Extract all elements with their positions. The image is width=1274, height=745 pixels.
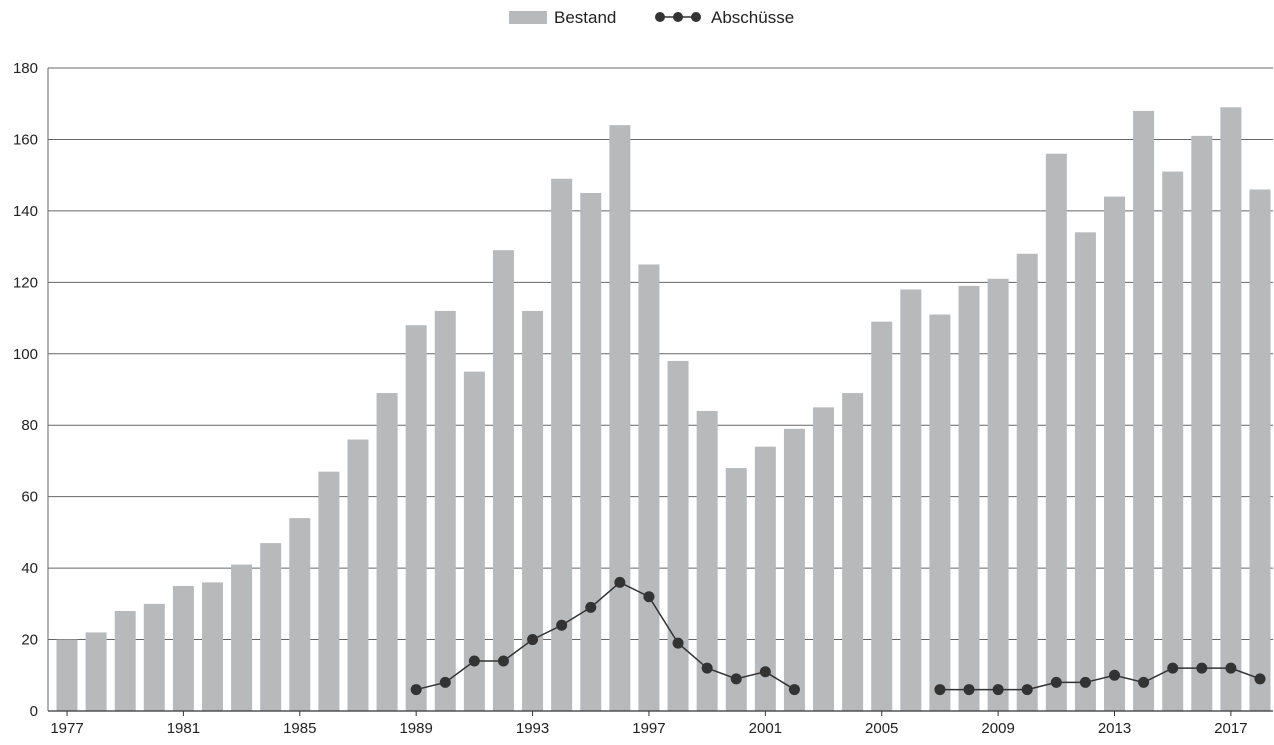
point-2012 [1079, 676, 1091, 688]
y-tick-label: 20 [21, 632, 38, 649]
bar-1989 [405, 325, 427, 711]
y-tick-label: 120 [13, 274, 38, 291]
x-tick-label: 1993 [516, 720, 549, 737]
legend-line-swatch [655, 12, 701, 22]
abschuesse-line [410, 576, 1266, 696]
bar-1984 [260, 543, 282, 711]
axes: 0 20 40 60 80 100 120 140 160 180 1977 1981 1985 1989… [13, 60, 1273, 737]
bar-1997 [638, 264, 660, 711]
bar-1981 [172, 585, 194, 711]
y-tick-label: 160 [13, 131, 38, 148]
bar-2003 [813, 407, 835, 711]
bar-2009 [987, 278, 1009, 711]
bar-2002 [783, 428, 805, 711]
gridlines [48, 67, 1273, 641]
bar-2012 [1074, 232, 1096, 712]
bar-2007 [929, 314, 951, 711]
bar-1983 [231, 564, 253, 711]
bar-1998 [667, 360, 689, 711]
bars [56, 107, 1271, 712]
bar-1986 [318, 471, 340, 711]
point-2013 [1109, 669, 1121, 681]
bar-2016 [1191, 135, 1213, 712]
bar-2011 [1045, 153, 1067, 711]
bar-1988 [376, 393, 398, 711]
legend-bar-swatch [509, 11, 547, 24]
bar-1996 [609, 125, 631, 711]
x-tick-label: 1981 [167, 720, 200, 737]
point-2017 [1225, 662, 1237, 674]
point-2011 [1050, 676, 1062, 688]
x-tick-label: 1997 [632, 720, 665, 737]
point-1999 [701, 662, 713, 674]
legend-label-abschuesse: Abschüsse [711, 8, 794, 27]
x-tick-label: 1977 [50, 720, 83, 737]
bar-2014 [1133, 110, 1155, 711]
y-tick-label: 80 [21, 417, 38, 434]
point-2007 [934, 684, 946, 696]
bar-1993 [522, 310, 544, 711]
bar-1994 [551, 178, 573, 711]
bar-2005 [871, 321, 893, 711]
point-1997 [643, 591, 655, 603]
y-tick-label: 140 [13, 203, 38, 220]
bar-1995 [580, 193, 602, 711]
bar-1999 [696, 410, 718, 711]
bar-2001 [754, 446, 776, 711]
bar-1980 [143, 603, 165, 711]
point-2018 [1254, 673, 1266, 685]
point-2010 [1021, 684, 1033, 696]
point-1990 [439, 676, 451, 688]
bar-1991 [463, 371, 485, 711]
y-tick-label: 40 [21, 560, 38, 577]
x-tick-label: 2017 [1214, 720, 1247, 737]
x-tick-label: 2001 [749, 720, 782, 737]
point-2000 [730, 673, 742, 685]
y-tick-label: 0 [30, 703, 38, 720]
bar-2018 [1249, 189, 1271, 711]
point-2009 [992, 684, 1004, 696]
bar-2000 [725, 468, 747, 711]
x-tick-label: 2009 [981, 720, 1014, 737]
x-tick-label: 2013 [1098, 720, 1131, 737]
legend: Bestand Abschüsse [509, 8, 794, 27]
x-tick-label: 2005 [865, 720, 898, 737]
bar-2004 [842, 393, 864, 711]
bar-1990 [434, 310, 456, 711]
point-2008 [963, 684, 975, 696]
bar-1982 [201, 582, 223, 711]
point-1998 [672, 637, 684, 649]
point-1989 [410, 684, 422, 696]
y-tick-label: 60 [21, 489, 38, 506]
x-tick-label: 1985 [283, 720, 316, 737]
bar-1987 [347, 439, 369, 711]
point-2015 [1167, 662, 1179, 674]
bar-1985 [289, 518, 311, 711]
point-2014 [1138, 676, 1150, 688]
bar-1977 [56, 639, 78, 711]
bar-2008 [958, 285, 980, 711]
bar-2015 [1162, 171, 1184, 711]
point-1996 [614, 576, 626, 588]
point-1991 [468, 655, 480, 667]
point-2001 [759, 666, 771, 678]
bar-1979 [114, 610, 136, 711]
point-1995 [585, 601, 597, 613]
y-tick-label: 100 [13, 346, 38, 363]
bar-1992 [492, 250, 514, 711]
x-tick-label: 1989 [399, 720, 432, 737]
point-2016 [1196, 662, 1208, 674]
point-2002 [788, 684, 800, 696]
bar-2010 [1016, 253, 1038, 711]
point-1994 [556, 619, 568, 631]
bar-2006 [900, 289, 922, 711]
bar-2013 [1104, 196, 1126, 712]
y-tick-label: 180 [13, 60, 38, 77]
point-1993 [527, 634, 539, 646]
point-1992 [497, 655, 509, 667]
legend-label-bestand: Bestand [554, 8, 616, 27]
bar-1978 [85, 632, 107, 711]
bar-2017 [1220, 107, 1242, 712]
